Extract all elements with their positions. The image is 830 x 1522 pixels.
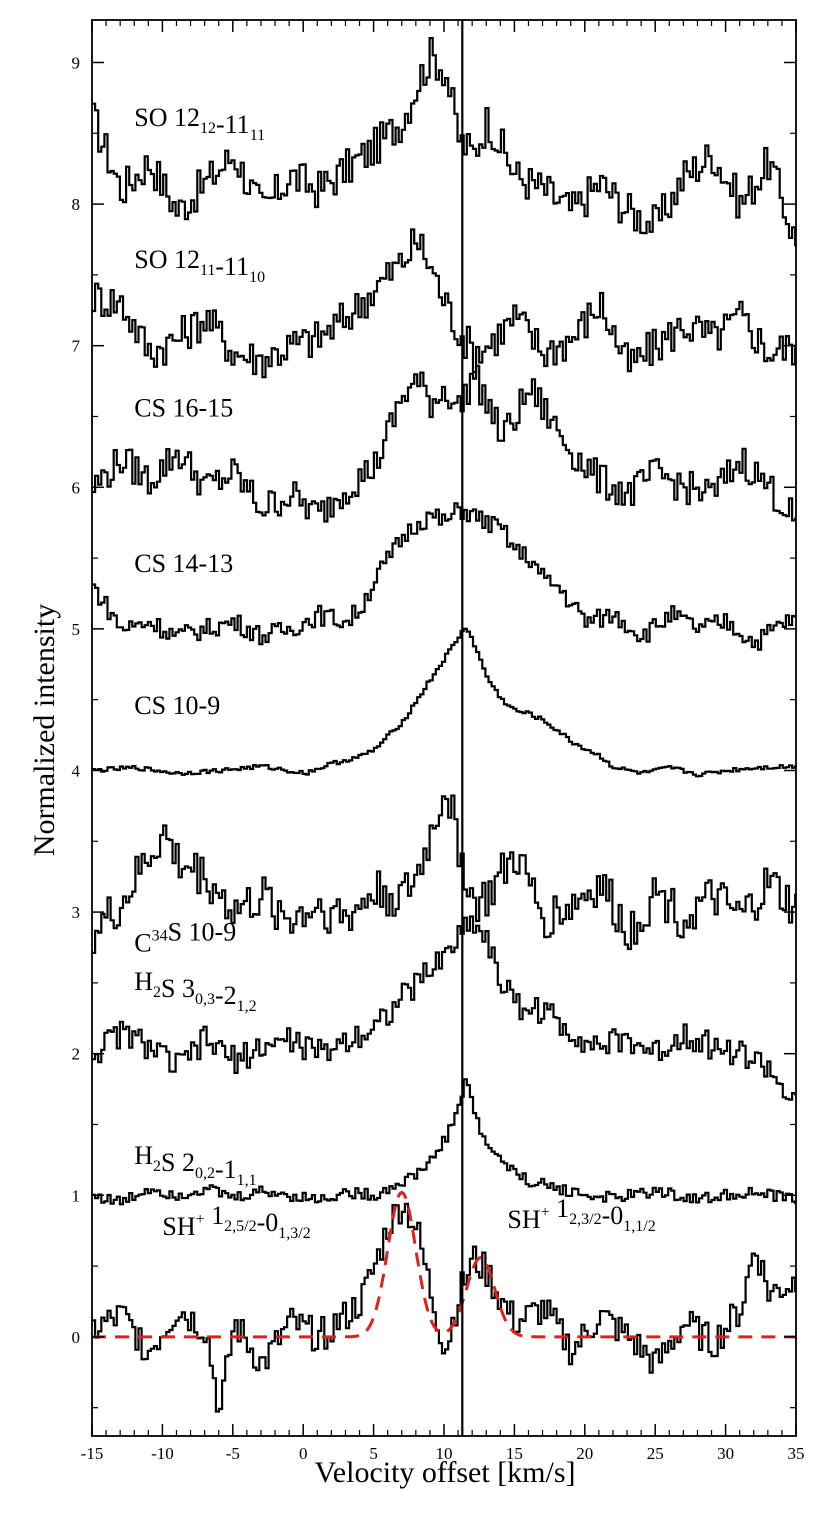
x-tick-label: 20 <box>576 1444 593 1463</box>
spectrum-trace <box>92 364 797 523</box>
spectrum-label: SO 1212-1111 <box>134 103 265 144</box>
x-tick-label: -15 <box>81 1444 104 1463</box>
y-tick-label: 7 <box>72 337 81 356</box>
spectrum-trace <box>92 627 797 778</box>
spectrum-label: SO 1211-1110 <box>134 245 265 286</box>
y-tick-label: 5 <box>72 620 81 639</box>
spectrum-label: SH+ 12,5/2-01,3/2 <box>162 1201 310 1242</box>
spectrum-label: CS 14-13 <box>134 549 233 578</box>
y-tick-label: 6 <box>72 478 81 497</box>
x-tick-label: 25 <box>647 1444 664 1463</box>
spectrum-trace <box>92 1202 797 1413</box>
spectrum-trace <box>92 502 797 651</box>
y-axis-title: Normalized intensity <box>28 604 61 856</box>
spectrum-labels: SO 1212-1111 SO 1211-1110 CS 16-15 CS 14-13… <box>134 103 655 1242</box>
axes: -15 -10 -5 0 5 10 15 20 25 30 35 0 1 2 3 4 5 6 7 8 9 <box>72 19 805 1463</box>
y-tick-label: 1 <box>72 1186 81 1205</box>
y-tick-label: 0 <box>72 1328 81 1347</box>
x-tick-label: 15 <box>506 1444 523 1463</box>
x-tick-label: 35 <box>788 1444 805 1463</box>
spectrum-trace <box>92 228 797 379</box>
x-tick-label: -5 <box>226 1444 240 1463</box>
spectrum-trace <box>92 1078 797 1206</box>
y-tick-label: 4 <box>72 761 81 780</box>
fit-layer <box>92 1190 796 1339</box>
spectrum-trace <box>92 915 797 1101</box>
spectrum-label: H2S 20,2-11,1 <box>134 1141 256 1189</box>
spectrum-label: H2S 30,3-21,2 <box>134 967 256 1015</box>
spectrum-label: SH+ 12,3/2-01,1/2 <box>507 1194 655 1235</box>
y-tick-label: 2 <box>72 1045 81 1064</box>
spectrum-label: CS 10-9 <box>134 691 220 720</box>
y-tick-label: 8 <box>72 195 81 214</box>
x-tick-label: 5 <box>369 1444 378 1463</box>
spectrum-trace <box>92 37 797 247</box>
y-tick-label: 3 <box>72 903 81 922</box>
y-tick-label: 9 <box>72 53 81 72</box>
spectrum-trace <box>92 794 797 954</box>
x-tick-label: 30 <box>717 1444 734 1463</box>
gaussian-fit-curve <box>92 1190 796 1339</box>
spectra-traces <box>92 37 797 1413</box>
spectrum-label: C34S 10-9 <box>134 918 236 958</box>
x-tick-label: -10 <box>151 1444 174 1463</box>
spectrum-label: CS 16-15 <box>134 393 233 422</box>
x-tick-label: 10 <box>436 1444 453 1463</box>
x-tick-label: 0 <box>299 1444 308 1463</box>
x-axis-title: Velocity offset [km/s] <box>314 1456 575 1489</box>
